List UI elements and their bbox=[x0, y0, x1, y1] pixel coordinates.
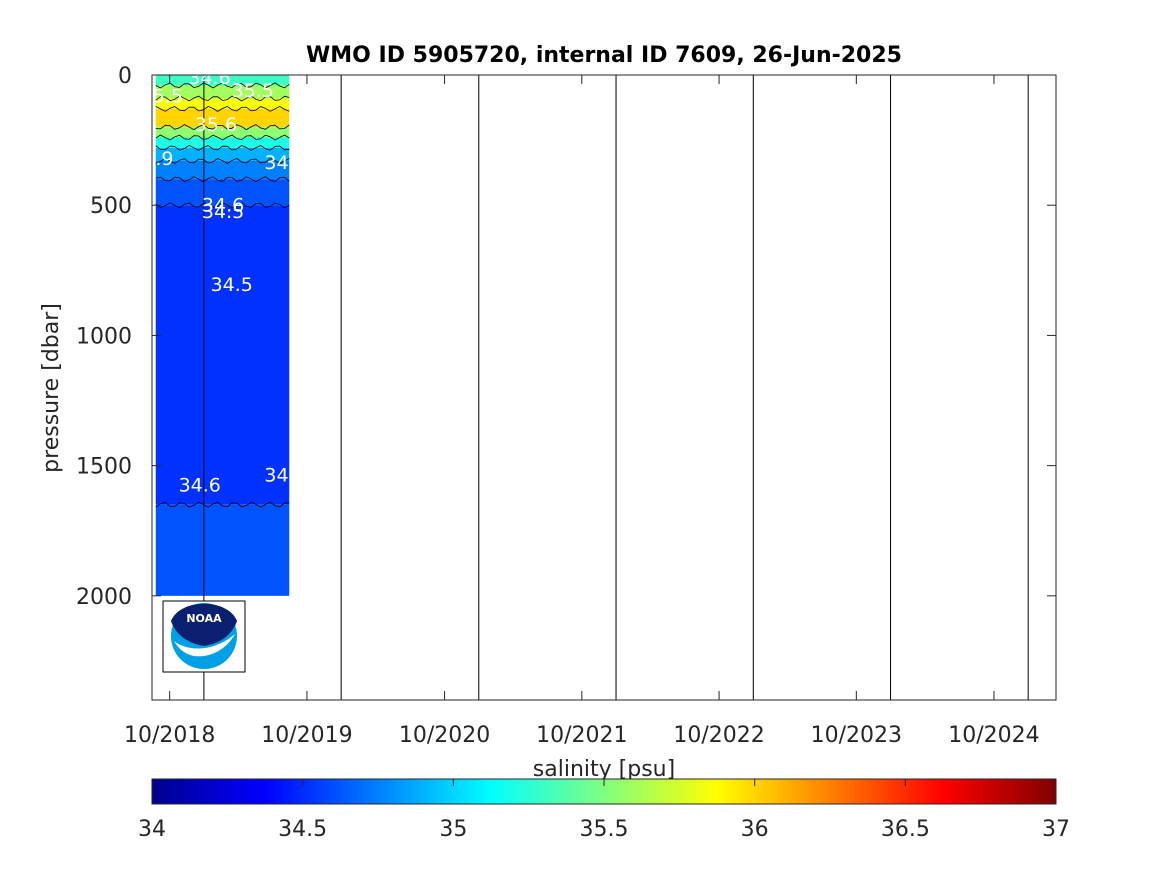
contour-line-1 bbox=[155, 95, 290, 102]
colorbar-label: salinity [psu] bbox=[533, 757, 675, 782]
colorbar-tick-label-5: 36.5 bbox=[881, 817, 930, 842]
contour-label-4: 34.5 bbox=[202, 201, 244, 223]
contour-line-6 bbox=[155, 157, 290, 164]
y-axis-label: pressure [dbar] bbox=[39, 303, 64, 473]
colorbar-tick-label-0: 34 bbox=[138, 817, 166, 842]
colorbar-tick-label-2: 35 bbox=[439, 817, 467, 842]
contour-label-1: 34. bbox=[264, 464, 294, 486]
x-tick-label-2: 10/2020 bbox=[399, 723, 490, 748]
noaa-logo: NOAA bbox=[162, 600, 246, 673]
contour-label-8: 35.5 bbox=[141, 85, 183, 107]
plot-frame bbox=[151, 74, 1057, 701]
contour-label-0: 34.6 bbox=[179, 475, 221, 497]
colorbar-tick-label-1: 34.5 bbox=[278, 817, 327, 842]
colorbar-tick-label-6: 37 bbox=[1042, 817, 1070, 842]
x-tick-label-5: 10/2023 bbox=[811, 723, 902, 748]
contour-label-10: 35.5 bbox=[232, 80, 274, 102]
salinity-layer-2 bbox=[155, 98, 290, 109]
year-divider-lines bbox=[203, 75, 1029, 700]
salinity-layer-5 bbox=[155, 137, 290, 148]
contour-line-3 bbox=[155, 124, 290, 131]
colorbar-tick-label-3: 35.5 bbox=[580, 817, 629, 842]
noaa-logo-text: NOAA bbox=[186, 612, 222, 625]
chart-title: WMO ID 5905720, internal ID 7609, 26-Jun… bbox=[306, 43, 902, 68]
contour-line-9 bbox=[155, 501, 290, 508]
contour-label-3: 34.6 bbox=[202, 195, 244, 217]
salinity-layer-4 bbox=[155, 127, 290, 138]
salinity-heatmap bbox=[155, 75, 290, 596]
colorbar-tick-label-4: 36 bbox=[741, 817, 769, 842]
x-tick-label-0: 10/2018 bbox=[124, 723, 215, 748]
contour-lines bbox=[155, 82, 290, 508]
contour-line-5 bbox=[155, 144, 290, 151]
x-tick-label-1: 10/2019 bbox=[261, 723, 352, 748]
y-tick-label-4: 2000 bbox=[76, 585, 132, 610]
contour-label-5: 34. bbox=[264, 152, 294, 174]
contour-line-7 bbox=[155, 176, 290, 183]
salinity-layer-7 bbox=[155, 160, 290, 180]
x-tick-label-6: 10/2024 bbox=[948, 723, 1039, 748]
contour-label-2: 34.5 bbox=[211, 274, 253, 296]
y-axis: 0 500 1000 1500 2000 bbox=[76, 64, 1056, 610]
salinity-layer-6 bbox=[155, 147, 290, 161]
y-tick-label-1: 500 bbox=[90, 194, 132, 219]
contour-line-4 bbox=[155, 134, 290, 141]
salinity-layer-10 bbox=[155, 504, 290, 596]
salinity-layer-1 bbox=[155, 85, 290, 99]
salinity-layer-9 bbox=[155, 205, 290, 505]
x-tick-label-3: 10/2021 bbox=[536, 723, 627, 748]
y-tick-label-0: 0 bbox=[118, 64, 132, 89]
contour-label-7: 35.6 bbox=[195, 114, 237, 136]
contour-labels: 34.6 34.34.534.634.534.4.935.635.534.635.… bbox=[141, 67, 295, 497]
salinity-layer-3 bbox=[155, 108, 290, 128]
plot-area: 34.6 34.34.534.634.534.4.935.635.534.635.… bbox=[141, 67, 1029, 700]
colorbar-ticks: 34 34.5 35 35.5 36 36.5 37 bbox=[138, 779, 1070, 842]
salinity-layer-0 bbox=[155, 75, 290, 86]
y-tick-label-3: 1500 bbox=[76, 455, 132, 480]
x-tick-label-4: 10/2022 bbox=[673, 723, 764, 748]
x-axis: 10/2018 10/2019 10/2020 10/2021 10/2022 10/20… bbox=[124, 75, 1040, 748]
contour-line-8 bbox=[155, 202, 290, 209]
contour-label-9: 34.6 bbox=[188, 67, 230, 89]
contour-line-0 bbox=[155, 82, 290, 89]
y-tick-label-2: 1000 bbox=[76, 324, 132, 349]
salinity-layer-8 bbox=[155, 179, 290, 206]
contour-line-2 bbox=[155, 105, 290, 112]
contour-label-6: 4.9 bbox=[143, 148, 173, 170]
